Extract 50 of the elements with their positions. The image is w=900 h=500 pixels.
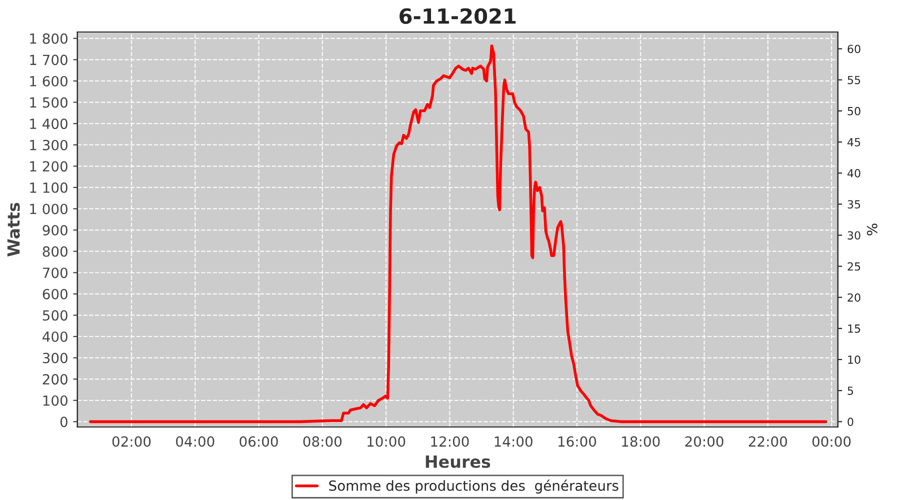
- y-tick-label: 1 500: [30, 97, 68, 108]
- legend-label: Somme des productions des générateurs: [329, 480, 618, 494]
- y2-tick-label: 5: [848, 386, 854, 395]
- x-tick-label: 06:00: [240, 436, 278, 447]
- y-tick-label: 1 600: [30, 76, 68, 86]
- x-tick-label: 20:00: [685, 436, 724, 447]
- y-tick-label: 1 200: [30, 161, 68, 172]
- y2-tick-label: 10: [848, 355, 860, 364]
- y-tick-label: 300: [42, 352, 68, 364]
- y-tick-label: 1 300: [30, 140, 68, 150]
- y-tick-label: 500: [42, 310, 68, 321]
- y-tick-label: 1 800: [30, 33, 68, 44]
- y-tick-label: 200: [42, 374, 68, 385]
- x-tick-label: 22:00: [748, 436, 787, 447]
- y2-tick-label: 55: [848, 76, 860, 84]
- y-tick-label: 1 100: [30, 182, 68, 193]
- y2-tick-label: 25: [848, 262, 860, 271]
- y-tick-label: 900: [42, 225, 68, 236]
- x-tick-label: 04:00: [176, 436, 214, 447]
- x-tick-label: 12:00: [431, 436, 469, 447]
- x-tick-label: 02:00: [112, 436, 151, 447]
- y2-tick-label: 35: [848, 200, 860, 209]
- y2-tick-label: 50: [848, 106, 860, 116]
- y-tick-label: 400: [42, 331, 68, 342]
- y2-axis-title: %: [866, 224, 878, 236]
- y-tick-label: 600: [42, 288, 68, 300]
- y-tick-label: 0: [60, 416, 68, 428]
- y2-tick-label: 15: [848, 324, 860, 333]
- y2-tick-label: 60: [848, 44, 860, 54]
- x-tick-label: 00:00: [812, 436, 851, 447]
- y2-tick-label: 30: [848, 231, 860, 240]
- x-tick-label: 08:00: [303, 436, 342, 447]
- y-tick-label: 1 700: [30, 54, 68, 66]
- line-series: [89, 44, 828, 424]
- x-axis-title: Heures: [426, 456, 490, 468]
- y2-tick-label: 45: [847, 138, 860, 146]
- x-tick-label: 10:00: [368, 436, 406, 447]
- y-tick-label: 800: [42, 246, 68, 257]
- chart-title: 6-11-2021: [400, 8, 516, 24]
- y-tick-label: 1 000: [30, 204, 68, 214]
- y-tick-label: 100: [43, 395, 68, 406]
- y2-tick-label: 20: [848, 293, 860, 302]
- y2-tick-label: 40: [847, 169, 860, 178]
- y-axis-title: Watts: [7, 202, 20, 256]
- x-tick-label: 14:00: [494, 436, 532, 447]
- x-tick-label: 18:00: [622, 436, 660, 447]
- y-tick-label: 700: [43, 268, 68, 278]
- y2-tick-label: 0: [848, 418, 854, 426]
- x-tick-label: 16:00: [558, 436, 596, 447]
- y-tick-label: 1 400: [30, 118, 68, 130]
